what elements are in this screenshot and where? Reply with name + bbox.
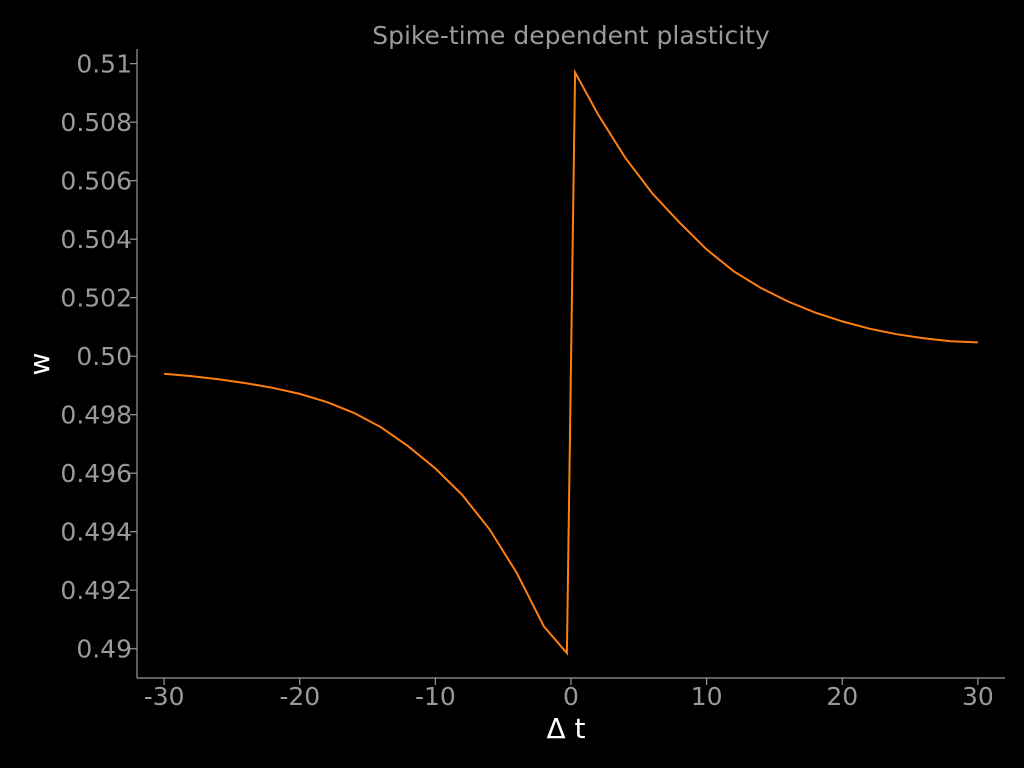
x-ticks: -30 -20 -10 0 10 20 30 — [144, 678, 994, 711]
y-tick-label: 0.496 — [60, 459, 132, 488]
x-tick-label: 20 — [826, 682, 858, 711]
series-line — [164, 68, 978, 656]
y-tick-label: 0.502 — [60, 284, 132, 313]
y-tick-label: 0.498 — [60, 401, 132, 430]
y-tick-label: 0.49 — [76, 635, 132, 664]
y-axis-label: w — [23, 353, 56, 376]
y-tick-label: 0.494 — [60, 518, 132, 547]
chart-title: Spike-time dependent plasticity — [372, 21, 770, 50]
y-tick-label: 0.492 — [60, 576, 132, 605]
x-tick-label: -30 — [144, 682, 185, 711]
y-tick-label: 0.50 — [76, 342, 132, 371]
plot-area: -30 -20 -10 0 10 20 30 0.490.4920.4940.4960.49… — [60, 49, 1005, 711]
x-tick-label: -10 — [415, 682, 456, 711]
x-tick-label: -20 — [279, 682, 320, 711]
y-tick-label: 0.508 — [60, 108, 132, 137]
x-axis-label: Δ t — [546, 712, 585, 745]
x-tick-label: 30 — [962, 682, 994, 711]
y-tick-label: 0.51 — [76, 50, 132, 79]
x-tick-label: 0 — [563, 682, 579, 711]
y-ticks: 0.49 0.492 0.494 0.496 0.498 0.50 0.502 0.504 0.… — [60, 50, 137, 664]
x-tick-label: 10 — [691, 682, 723, 711]
y-tick-label: 0.506 — [60, 167, 132, 196]
y-tick-label: 0.504 — [60, 225, 132, 254]
